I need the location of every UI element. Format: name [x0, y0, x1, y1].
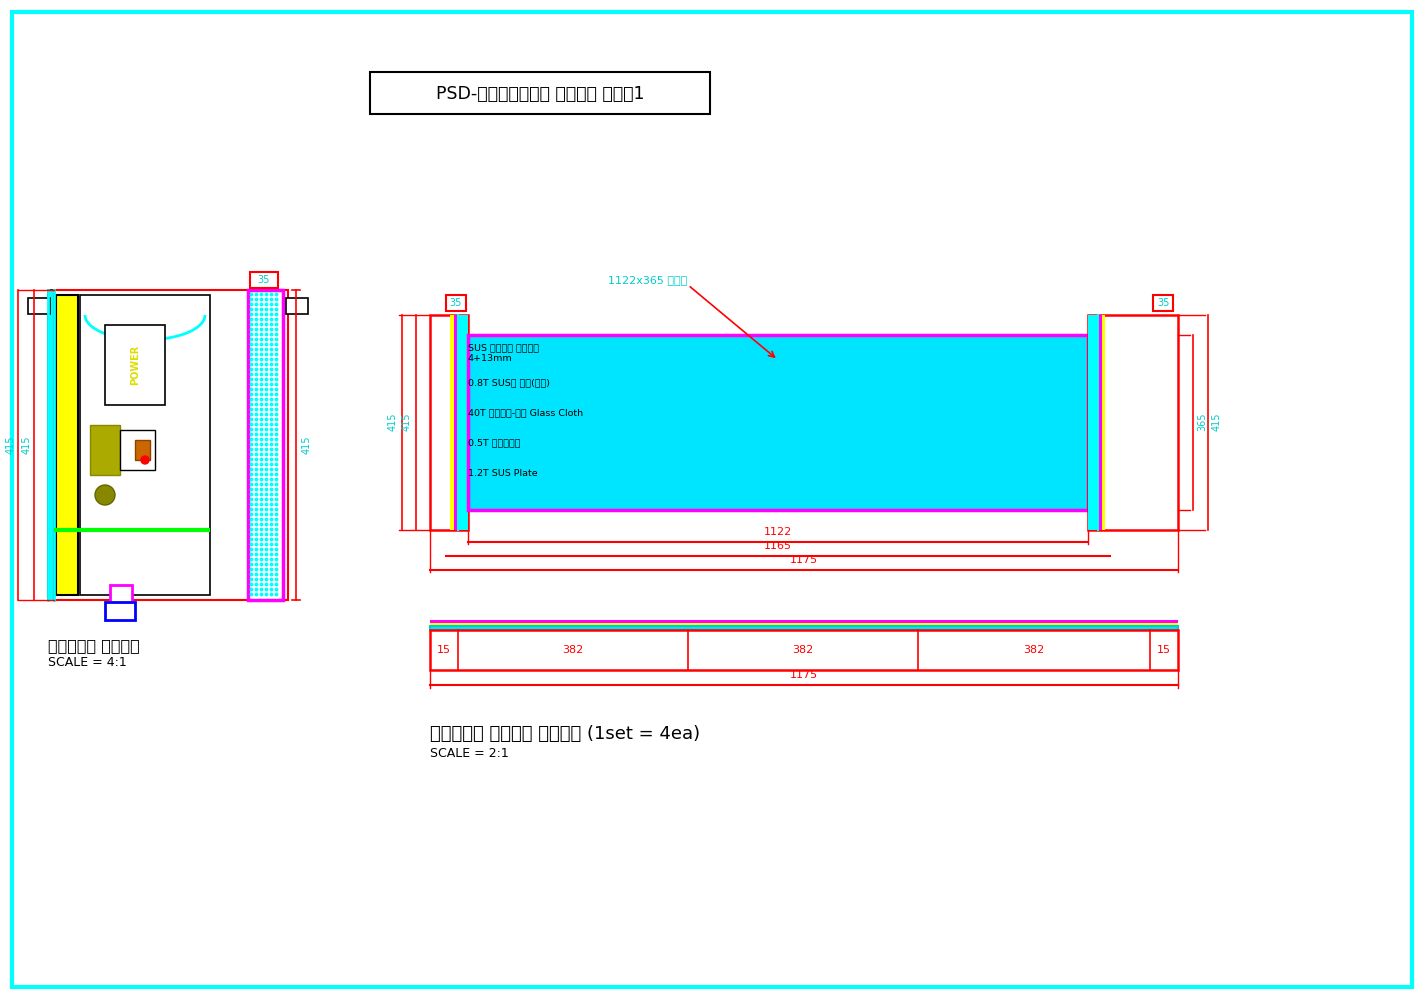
Bar	[56, 295, 78, 595]
Text: 415: 415	[302, 436, 312, 455]
Bar	[286, 298, 308, 314]
Text: POWER: POWER	[130, 345, 140, 386]
Bar	[1088, 315, 1178, 530]
Bar	[135, 440, 150, 460]
Text: 0.8T SUS판 금망(무빈): 0.8T SUS판 금망(무빈)	[468, 379, 550, 388]
Bar	[468, 335, 1088, 510]
Bar	[430, 630, 1178, 670]
Bar	[1099, 315, 1105, 530]
Bar	[370, 72, 711, 114]
Bar	[54, 290, 288, 600]
Text: 382: 382	[1024, 645, 1045, 655]
Text: 382: 382	[562, 645, 584, 655]
Text: 1122: 1122	[763, 527, 792, 537]
Text: 35: 35	[450, 298, 463, 308]
Text: 365: 365	[1198, 413, 1208, 432]
Bar	[430, 623, 1178, 626]
Bar	[248, 290, 283, 600]
Text: 기계박스용 흡음판넬 제작상세 (1set = 4ea): 기계박스용 흡음판넬 제작상세 (1set = 4ea)	[430, 725, 701, 743]
Text: SUS 동관마리 격원퍼스
4+13mm: SUS 동관마리 격원퍼스 4+13mm	[468, 343, 540, 363]
Circle shape	[141, 456, 150, 464]
Text: PSD-재난안전승강문 흡음판넬 상세도1: PSD-재난안전승강문 흡음판넬 상세도1	[436, 85, 644, 103]
Bar	[48, 290, 54, 600]
Text: 415: 415	[6, 436, 16, 455]
Bar	[251, 272, 278, 288]
Text: 기계박스용 흡음판넬: 기계박스용 흡음판넬	[48, 638, 140, 653]
Bar	[430, 626, 1178, 630]
Text: 35: 35	[1156, 298, 1169, 308]
Bar	[120, 430, 155, 470]
Bar	[430, 620, 1178, 623]
Text: 15: 15	[1156, 645, 1171, 655]
Text: 415: 415	[21, 436, 31, 455]
Text: 1.2T SUS Plate: 1.2T SUS Plate	[468, 469, 538, 478]
Bar	[454, 315, 457, 530]
Bar	[28, 298, 50, 314]
Text: SCALE = 4:1: SCALE = 4:1	[48, 656, 127, 669]
Text: 415: 415	[387, 413, 397, 432]
Text: 415: 415	[1212, 413, 1222, 432]
Bar	[459, 315, 468, 530]
Text: 1175: 1175	[790, 670, 817, 680]
Bar	[1153, 295, 1173, 311]
Bar	[90, 425, 120, 475]
Bar	[80, 295, 209, 595]
Circle shape	[95, 485, 115, 505]
Bar	[110, 585, 132, 613]
Bar	[430, 315, 468, 530]
Text: 15: 15	[437, 645, 451, 655]
Text: 415: 415	[402, 413, 412, 432]
Text: 1122x365 부분도: 1122x365 부분도	[608, 275, 688, 285]
Text: 1175: 1175	[790, 555, 817, 565]
Text: 0.5T 알루미늄판: 0.5T 알루미늄판	[468, 439, 521, 448]
Bar	[468, 335, 1088, 510]
Text: 1165: 1165	[765, 541, 792, 551]
Text: 40T 흡음보드-관련 Glass Cloth: 40T 흡음보드-관련 Glass Cloth	[468, 409, 582, 418]
Bar	[1099, 315, 1102, 530]
Bar	[450, 315, 456, 530]
Bar	[105, 325, 165, 405]
Bar	[1088, 315, 1098, 530]
Text: SCALE = 2:1: SCALE = 2:1	[430, 747, 508, 760]
Bar	[446, 295, 466, 311]
Text: 382: 382	[792, 645, 813, 655]
Bar	[105, 602, 135, 620]
Text: 35: 35	[258, 275, 271, 285]
Bar	[48, 290, 288, 600]
